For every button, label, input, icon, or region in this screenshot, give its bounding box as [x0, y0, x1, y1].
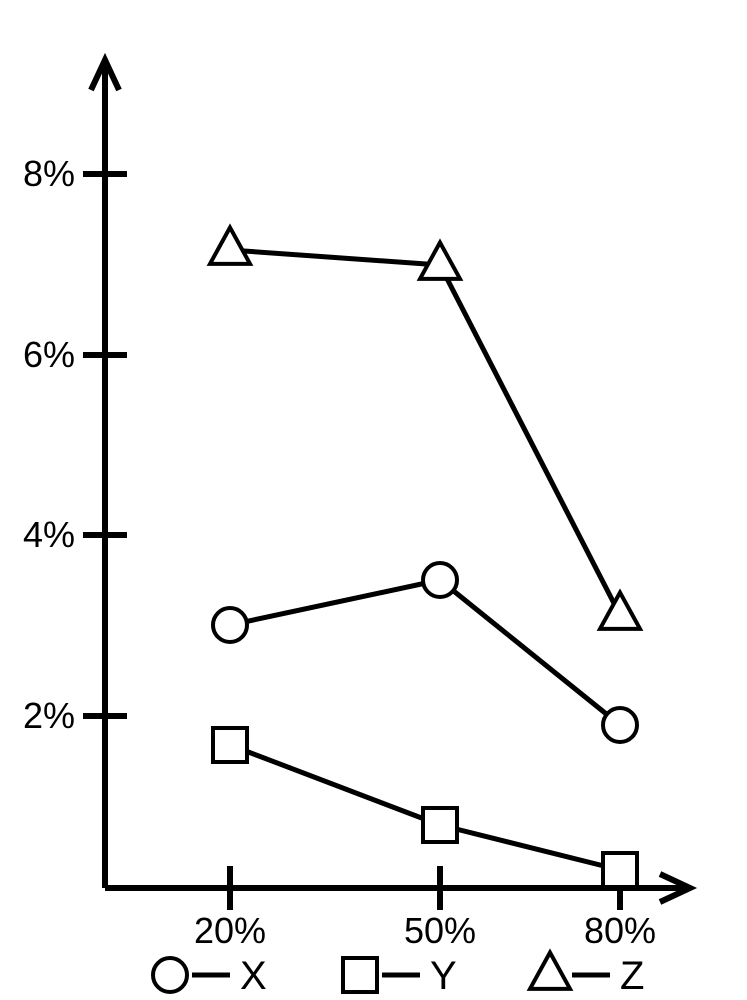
- x-tick-label: 80%: [584, 910, 656, 951]
- series-Y: [213, 728, 637, 887]
- legend-label: X: [240, 954, 267, 998]
- y-tick-label: 2%: [23, 695, 75, 736]
- chart-container: 2% 4% 6% 8% 20% 50% 80% X Y Z: [0, 0, 747, 1000]
- y-tick-label: 4%: [23, 514, 75, 555]
- x-tick-label: 50%: [404, 910, 476, 951]
- x-tick-label: 20%: [194, 910, 266, 951]
- legend: X Y Z: [153, 953, 644, 999]
- chart-svg: 2% 4% 6% 8% 20% 50% 80% X Y Z: [0, 0, 747, 1000]
- y-tick-label: 6%: [23, 334, 75, 375]
- series-X: [213, 563, 637, 742]
- y-tick-label: 8%: [23, 153, 75, 194]
- legend-label: Z: [620, 954, 644, 998]
- legend-label: Y: [430, 954, 457, 998]
